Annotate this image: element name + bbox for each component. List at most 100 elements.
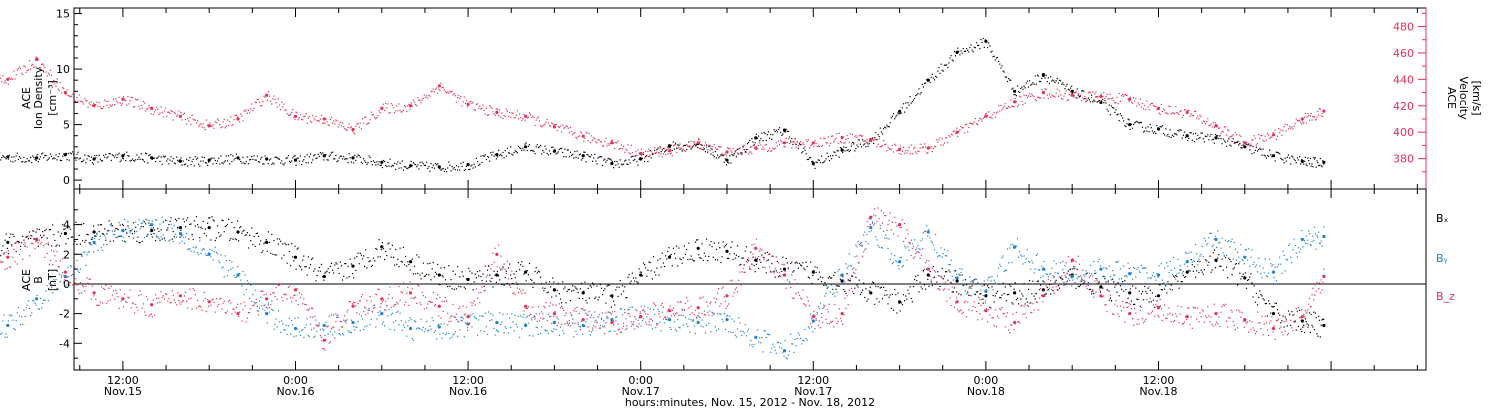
bx-dot xyxy=(292,256,294,258)
ion-density-dot xyxy=(886,124,888,126)
by-dot xyxy=(573,336,575,338)
bx-dot xyxy=(1254,301,1256,303)
bx-dot xyxy=(234,238,236,240)
by-dot xyxy=(1004,269,1006,271)
ion-density-dot xyxy=(587,154,589,156)
velocity-point xyxy=(409,104,413,108)
velocity-dot xyxy=(120,104,122,106)
bx-dot xyxy=(546,292,548,294)
bx-dot xyxy=(930,281,932,283)
velocity-dot xyxy=(725,155,728,157)
velocity-dot xyxy=(787,138,789,140)
by-dot xyxy=(294,317,296,319)
by-dot xyxy=(665,318,667,320)
velocity-dot xyxy=(891,144,893,147)
by-dot xyxy=(946,255,948,257)
velocity-dot xyxy=(417,97,419,99)
velocity-dot xyxy=(239,121,241,123)
by-dot xyxy=(885,234,887,236)
by-dot xyxy=(1003,270,1005,272)
bx-dot xyxy=(586,302,588,304)
velocity-dot xyxy=(941,138,943,140)
velocity-dot xyxy=(1221,130,1223,132)
ion-density-dot xyxy=(732,155,734,157)
ion-density-dot xyxy=(1087,97,1089,99)
by-dot xyxy=(327,333,329,335)
ion-density-dot xyxy=(642,153,645,155)
bx-dot xyxy=(476,271,479,273)
ion-density-dot xyxy=(1148,131,1150,133)
ion-density-dot xyxy=(926,79,928,81)
bx-dot xyxy=(413,265,416,267)
by-dot xyxy=(720,313,722,315)
bx-dot xyxy=(889,294,891,296)
top-panel-frame xyxy=(73,7,1427,190)
velocity-dot xyxy=(134,106,136,108)
by-dot xyxy=(930,240,932,242)
velocity-dot xyxy=(225,125,227,127)
bx-dot xyxy=(512,282,514,285)
ion-density-dot xyxy=(501,155,503,157)
velocity-dot xyxy=(980,118,982,120)
bx-dot xyxy=(1133,303,1135,306)
bx-dot xyxy=(948,269,950,271)
ion-density-dot xyxy=(273,163,275,165)
ion-density-dot xyxy=(54,157,56,160)
velocity-dot xyxy=(1315,118,1317,120)
bx-dot xyxy=(195,216,198,218)
ion-density-dot xyxy=(672,141,674,143)
by-dot xyxy=(641,320,643,322)
by-dot xyxy=(1006,248,1009,250)
ion-density-dot xyxy=(396,163,398,165)
bx-dot xyxy=(428,274,430,276)
by-dot xyxy=(503,332,505,334)
by-dot xyxy=(446,332,448,334)
velocity-dot xyxy=(186,123,188,125)
by-dot xyxy=(956,273,958,275)
by-dot xyxy=(867,243,869,245)
velocity-dot xyxy=(1016,105,1019,108)
by-dot xyxy=(26,304,28,306)
velocity-dot xyxy=(305,113,307,115)
bx-dot xyxy=(379,256,381,258)
velocity-dot xyxy=(732,148,734,150)
by-dot xyxy=(649,308,651,310)
by-dot xyxy=(544,329,546,331)
by-dot xyxy=(621,314,624,316)
velocity-dot xyxy=(1151,102,1153,105)
ion-density-dot xyxy=(1230,145,1232,147)
velocity-dot xyxy=(818,146,820,148)
bx-dot xyxy=(894,288,896,291)
ion-density-dot xyxy=(885,127,887,129)
by-dot xyxy=(912,257,915,259)
velocity-dot xyxy=(221,126,223,128)
bx-dot xyxy=(1167,281,1169,283)
bx-dot xyxy=(748,260,750,262)
bx-dot xyxy=(869,286,871,288)
velocity-dot xyxy=(405,106,407,108)
velocity-point xyxy=(552,125,557,129)
velocity-dot xyxy=(257,98,260,100)
ion-density-dot xyxy=(910,102,912,104)
ion-density-dot xyxy=(1200,132,1202,134)
velocity-dot xyxy=(12,78,14,81)
ion-density-dot xyxy=(332,151,334,153)
ion-density-dot xyxy=(1082,90,1084,92)
velocity-dot xyxy=(389,112,391,114)
ion-density-point xyxy=(495,153,499,157)
velocity-dot xyxy=(593,136,595,139)
bx-dot xyxy=(866,300,868,302)
by-dot xyxy=(173,224,175,227)
bx-dot xyxy=(680,259,682,261)
velocity-dot xyxy=(176,115,178,117)
bx-dot xyxy=(626,297,628,299)
velocity-dot xyxy=(780,139,782,141)
bx-dot xyxy=(1304,331,1306,334)
bx-dot xyxy=(792,271,794,273)
velocity-dot xyxy=(533,117,535,119)
velocity-dot xyxy=(1139,98,1141,100)
by-dot xyxy=(158,237,160,240)
bx-dot xyxy=(651,278,653,280)
velocity-dot xyxy=(587,140,589,142)
by-dot xyxy=(51,286,53,288)
